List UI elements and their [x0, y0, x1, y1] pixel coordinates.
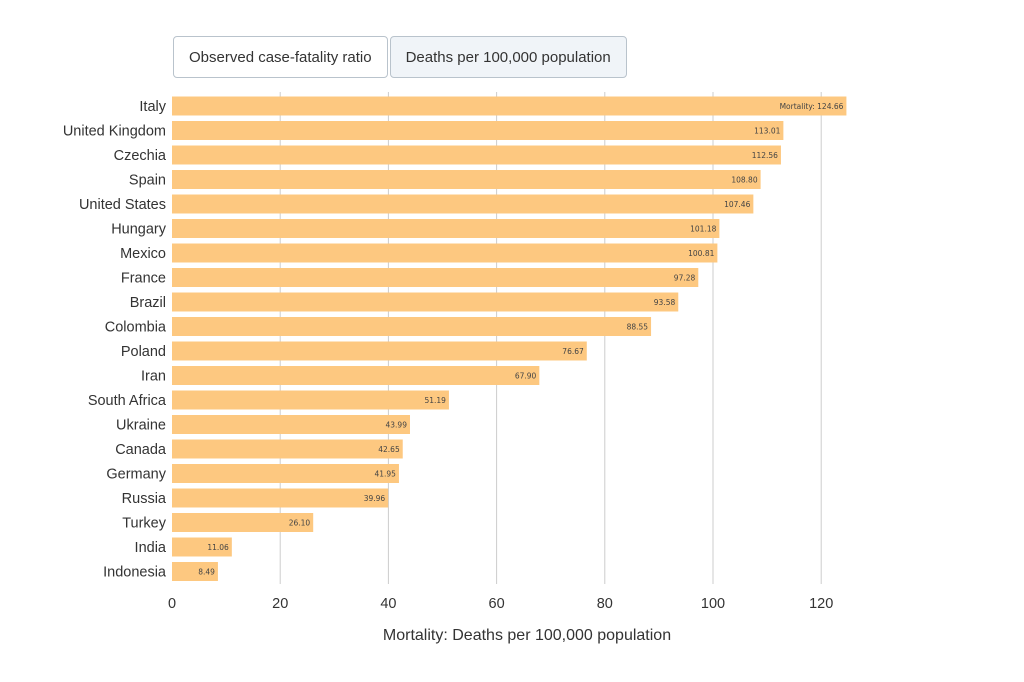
value-label: 43.99: [386, 421, 408, 430]
gridlines: [279, 92, 822, 584]
bar-spain[interactable]: [172, 170, 761, 189]
value-label: 93.58: [654, 298, 676, 307]
bars: [172, 96, 847, 581]
category-labels: Italy United Kingdom Czechia Spain United St…: [63, 99, 167, 581]
category-label: Germany: [106, 467, 166, 483]
value-label: 97.28: [674, 274, 696, 283]
x-tick-120: 120: [809, 596, 833, 612]
x-tick-80: 80: [597, 596, 613, 612]
category-label: South Africa: [88, 393, 167, 409]
bar-united-states[interactable]: [172, 194, 754, 214]
bar-poland[interactable]: [172, 341, 587, 361]
category-label: Mexico: [120, 246, 166, 262]
bar-colombia[interactable]: [172, 317, 652, 336]
value-label: Mortality: 124.66: [780, 102, 844, 111]
category-label: United States: [79, 197, 166, 213]
category-label: Czechia: [114, 148, 167, 164]
value-label: 26.10: [289, 519, 311, 528]
bar-france[interactable]: [172, 268, 699, 287]
bar-united-kingdom[interactable]: [172, 121, 784, 140]
category-label: Colombia: [105, 320, 167, 336]
bar-germany[interactable]: [172, 464, 399, 483]
x-tick-40: 40: [380, 596, 396, 612]
x-tick-0: 0: [168, 596, 176, 612]
category-label: Indonesia: [103, 565, 167, 581]
bar-south-africa[interactable]: [172, 390, 449, 410]
value-label: 107.46: [724, 200, 750, 209]
value-label: 112.56: [752, 151, 778, 160]
metric-tabs: Observed case-fatality ratio Deaths per …: [173, 36, 627, 78]
category-label: Italy: [139, 99, 166, 115]
bar-czechia[interactable]: [172, 145, 781, 165]
category-label: Poland: [121, 344, 166, 360]
value-label: 42.65: [378, 445, 400, 454]
value-label: 101.18: [690, 225, 716, 234]
bar-iran[interactable]: [172, 366, 540, 385]
x-tick-100: 100: [701, 596, 725, 612]
x-tick-labels: 0 20 40 60 80 100 120: [168, 596, 833, 612]
value-label: 11.06: [207, 543, 229, 552]
bar-indonesia[interactable]: [172, 562, 218, 581]
category-label: Turkey: [122, 516, 167, 532]
x-axis-title: Mortality: Deaths per 100,000 population: [383, 627, 671, 644]
tab-case-fatality-ratio[interactable]: Observed case-fatality ratio: [173, 36, 388, 78]
category-label: Ukraine: [116, 418, 166, 434]
category-label: Spain: [129, 173, 166, 189]
category-label: Hungary: [111, 222, 167, 238]
category-label: Brazil: [130, 295, 166, 311]
bar-ukraine[interactable]: [172, 415, 410, 434]
value-labels: Mortality: 124.66 113.01 112.56 108.80 107.4…: [198, 102, 843, 577]
x-tick-20: 20: [272, 596, 288, 612]
value-label: 76.67: [562, 347, 584, 356]
category-label: Canada: [115, 442, 167, 458]
bar-turkey[interactable]: [172, 513, 314, 532]
category-label: India: [135, 540, 167, 556]
value-label: 39.96: [364, 494, 386, 503]
value-label: 51.19: [424, 396, 446, 405]
category-label: Russia: [122, 491, 167, 507]
bar-italy[interactable]: [172, 96, 847, 116]
category-label: France: [121, 271, 166, 287]
bar-russia[interactable]: [172, 488, 389, 508]
value-label: 8.49: [198, 568, 215, 577]
bar-hungary[interactable]: [172, 219, 720, 238]
value-label: 113.01: [754, 127, 780, 136]
tab-deaths-per-100k[interactable]: Deaths per 100,000 population: [389, 36, 627, 78]
category-label: Iran: [141, 369, 166, 385]
bar-brazil[interactable]: [172, 292, 679, 312]
bar-mexico[interactable]: [172, 243, 718, 263]
bar-canada[interactable]: [172, 439, 403, 459]
value-label: 88.55: [627, 323, 649, 332]
value-label: 67.90: [515, 372, 537, 381]
category-label: United Kingdom: [63, 124, 166, 140]
value-label: 41.95: [374, 470, 396, 479]
value-label: 100.81: [688, 249, 714, 258]
value-label: 108.80: [731, 176, 757, 185]
x-tick-60: 60: [489, 596, 505, 612]
bar-india[interactable]: [172, 537, 232, 557]
